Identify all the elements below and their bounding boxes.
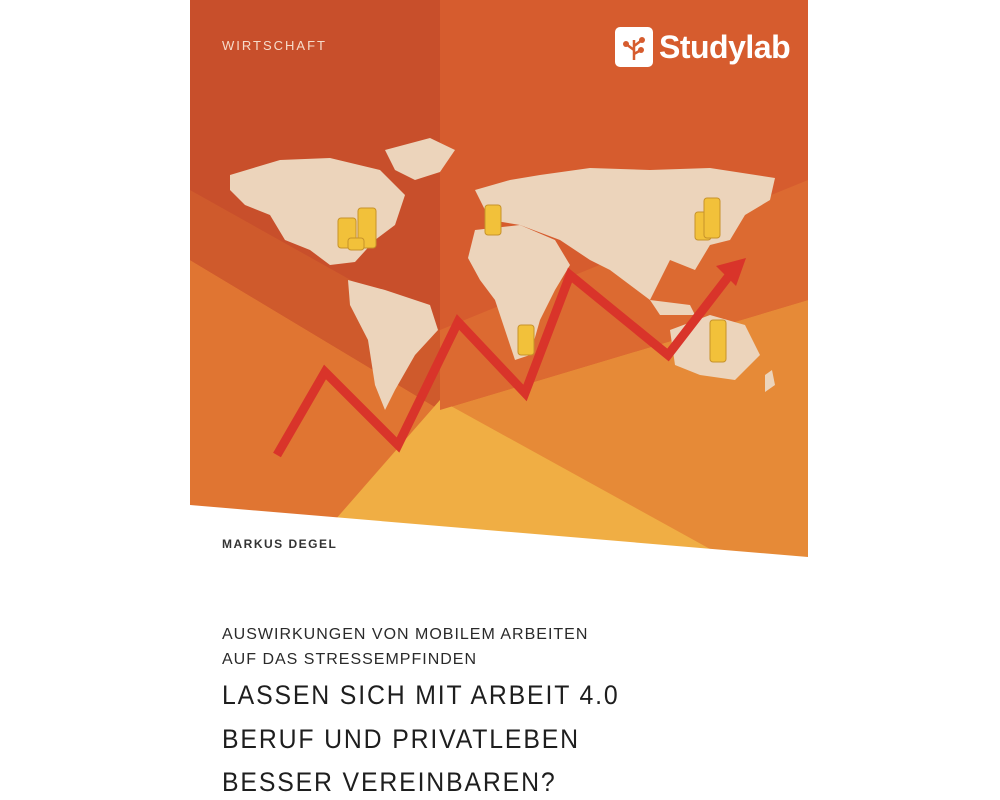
coin-stack (517, 324, 535, 356)
author-name: MARKUS DEGEL (222, 537, 338, 551)
category-label: WIRTSCHAFT (222, 38, 327, 53)
cover-illustration (190, 0, 808, 800)
book-cover: WIRTSCHAFT Studylab MARKUS DEGEL AUSWIRK… (190, 0, 808, 800)
title-line-1: LASSEN SICH MIT ARBEIT 4.0 (222, 680, 620, 710)
coin-stacks (337, 197, 727, 363)
tree-icon (623, 37, 645, 60)
map-greenland (385, 138, 455, 180)
map-new-zealand (765, 370, 775, 392)
coin-stack (347, 237, 365, 251)
map-south-america (348, 280, 438, 410)
facet-left (190, 260, 440, 560)
studylab-logo-icon (615, 27, 653, 67)
subtitle-line-2: AUF DAS STRESSEMPFINDEN (222, 651, 478, 668)
publisher-logo: Studylab (615, 27, 791, 67)
trend-arrow-head (716, 258, 746, 286)
title-line-3: BESSER VEREINBAREN? (222, 767, 557, 797)
trend-arrow-line (273, 265, 739, 458)
subtitle-line-1: AUSWIRKUNGEN VON MOBILEM ARBEITEN (222, 626, 589, 643)
coin-stack (709, 319, 727, 363)
facet-yellow (300, 400, 730, 560)
white-area (190, 505, 808, 800)
coin-stack (484, 204, 502, 236)
map-africa (468, 225, 570, 360)
map-indonesia (650, 300, 695, 315)
title-line-2: BERUF UND PRIVATLEBEN (222, 724, 580, 754)
publisher-name: Studylab (659, 28, 791, 65)
map-eurasia (475, 168, 775, 300)
coin-stack (703, 197, 721, 239)
